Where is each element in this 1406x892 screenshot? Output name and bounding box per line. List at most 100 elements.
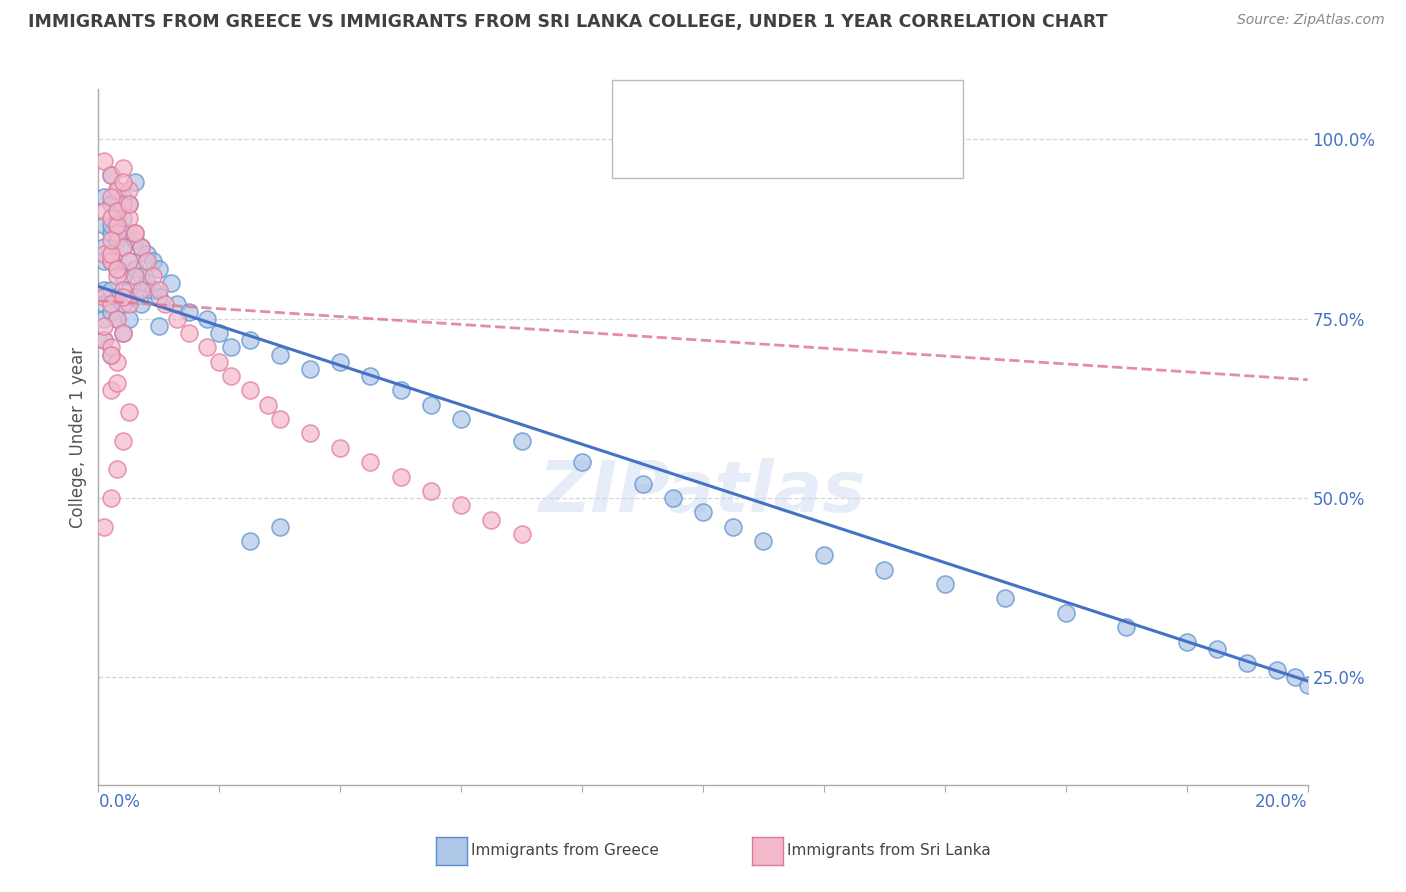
Point: [93, 219, 115, 233]
Point: [105, 268, 128, 283]
Point: [239, 534, 262, 549]
Point: [329, 441, 352, 455]
Point: [100, 168, 122, 182]
Text: Source: ZipAtlas.com: Source: ZipAtlas.com: [1237, 13, 1385, 28]
Point: [269, 412, 291, 426]
Point: [105, 204, 128, 219]
Point: [269, 520, 291, 534]
Point: [135, 254, 157, 268]
Text: Immigrants from Greece: Immigrants from Greece: [471, 844, 659, 858]
Point: [93, 290, 115, 304]
Point: [111, 161, 134, 175]
Text: IMMIGRANTS FROM GREECE VS IMMIGRANTS FROM SRI LANKA COLLEGE, UNDER 1 YEAR CORREL: IMMIGRANTS FROM GREECE VS IMMIGRANTS FRO…: [28, 13, 1108, 31]
Point: [135, 247, 157, 261]
Point: [752, 534, 775, 549]
Point: [389, 469, 412, 483]
Point: [100, 348, 122, 362]
Point: [256, 398, 278, 412]
Point: [118, 405, 141, 419]
Point: [100, 340, 122, 354]
Point: [360, 369, 382, 384]
Point: [239, 333, 262, 347]
Point: [166, 311, 188, 326]
Point: [1054, 606, 1077, 620]
Text: -0.422: -0.422: [704, 95, 763, 113]
Point: [93, 190, 115, 204]
Point: [100, 491, 122, 505]
Point: [148, 261, 170, 276]
Point: [118, 254, 141, 268]
Point: [1236, 656, 1258, 670]
Point: [1284, 670, 1306, 684]
Point: [111, 240, 134, 254]
Point: [100, 190, 122, 204]
Point: [105, 183, 128, 197]
Point: [661, 491, 683, 505]
Point: [111, 326, 134, 340]
Point: [93, 318, 115, 333]
Point: [93, 283, 115, 297]
Point: [124, 261, 146, 276]
Point: [93, 520, 115, 534]
Point: [111, 190, 134, 204]
Point: [118, 197, 141, 211]
Point: [111, 268, 134, 283]
Point: [105, 204, 128, 219]
Point: [450, 412, 472, 426]
Y-axis label: College, Under 1 year: College, Under 1 year: [69, 346, 87, 528]
Point: [135, 276, 157, 290]
Text: ZIPatlas: ZIPatlas: [540, 458, 866, 527]
Point: [118, 226, 141, 240]
Text: Immigrants from Sri Lanka: Immigrants from Sri Lanka: [787, 844, 991, 858]
Point: [721, 520, 744, 534]
Point: [239, 384, 262, 398]
Point: [208, 326, 231, 340]
Text: 86: 86: [797, 95, 820, 113]
Point: [813, 549, 835, 563]
Point: [93, 333, 115, 347]
Point: [105, 219, 128, 233]
Point: [100, 247, 122, 261]
Point: [93, 153, 115, 168]
Point: [873, 563, 896, 577]
Point: [105, 355, 128, 369]
Point: [1206, 641, 1229, 656]
Point: [481, 512, 503, 526]
Point: [100, 233, 122, 247]
Point: [124, 290, 146, 304]
Point: [111, 283, 134, 297]
Point: [129, 283, 152, 297]
Point: [148, 318, 170, 333]
Point: [100, 247, 122, 261]
Point: [105, 311, 128, 326]
Point: [1115, 620, 1137, 634]
Point: [93, 247, 115, 261]
Point: [100, 254, 122, 268]
Point: [148, 290, 170, 304]
Point: [118, 197, 141, 211]
Point: [93, 254, 115, 268]
Point: [100, 384, 122, 398]
Point: [111, 211, 134, 226]
Point: [111, 176, 134, 190]
Point: [118, 183, 141, 197]
Point: [142, 268, 165, 283]
Text: 0.0%: 0.0%: [98, 793, 141, 811]
Point: [148, 283, 170, 297]
Point: [100, 304, 122, 318]
Text: 69: 69: [797, 145, 820, 163]
Point: [221, 369, 243, 384]
Point: [111, 240, 134, 254]
Point: [111, 434, 134, 448]
Point: [105, 290, 128, 304]
Text: R =: R =: [673, 95, 710, 113]
Point: [195, 340, 218, 354]
Point: [93, 333, 115, 347]
Point: [124, 226, 146, 240]
Point: [118, 283, 141, 297]
Point: [118, 211, 141, 226]
Point: [100, 211, 122, 226]
Point: [177, 326, 201, 340]
Point: [221, 340, 243, 354]
Point: [1175, 634, 1198, 648]
